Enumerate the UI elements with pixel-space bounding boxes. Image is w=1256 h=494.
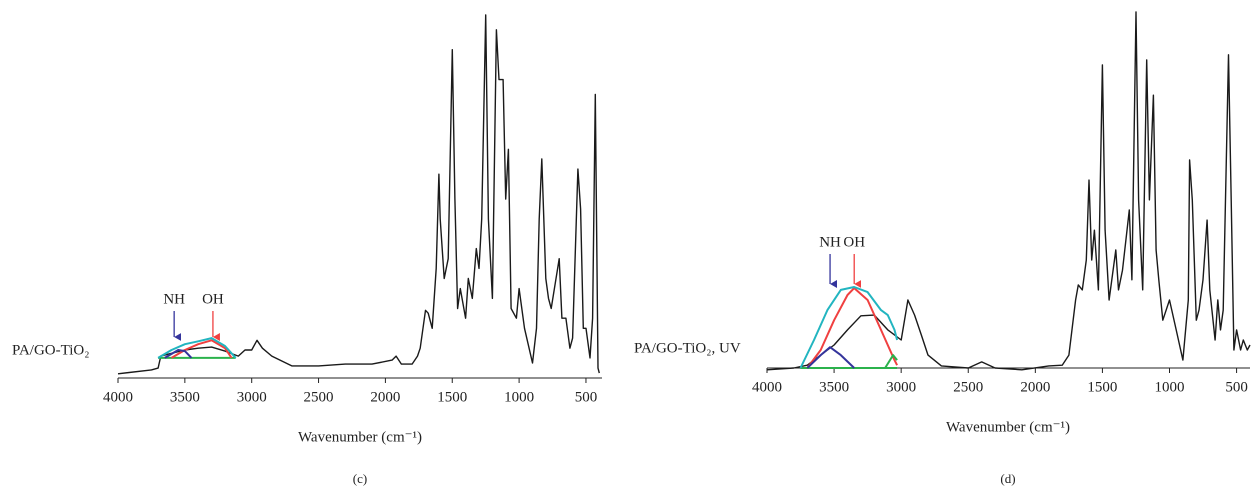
x-tick-label: 3500: [819, 379, 849, 395]
fit-curve: [164, 349, 193, 359]
panel-label: (c): [353, 471, 367, 486]
panel-label: (d): [1000, 471, 1015, 486]
x-tick-label: 4000: [103, 389, 133, 405]
x-tick-label: 2500: [304, 389, 334, 405]
fit-curve: [799, 286, 899, 369]
fit-curve: [157, 337, 237, 359]
x-axis-label: Wavenumber (cm⁻¹): [298, 429, 422, 445]
fit-curve: [884, 354, 898, 369]
panel: 4000 3500 3000 2500 2000 1500 1000 500 Wavenumbe…: [634, 11, 1251, 486]
x-tick-label: 1000: [504, 389, 534, 405]
annotation-label: OH: [843, 234, 865, 250]
x-tick-label: 3000: [886, 379, 916, 395]
annotation-label: NH: [819, 234, 841, 250]
x-tick-label: 1500: [1087, 379, 1117, 395]
x-tick-label: 500: [1225, 379, 1248, 395]
spectrum: [117, 14, 600, 375]
x-tick-label: 3500: [170, 389, 200, 405]
x-axis-label: Wavenumber (cm⁻¹): [946, 419, 1070, 435]
x-tick-label: 2000: [370, 389, 400, 405]
x-tick-label: 3000: [237, 389, 267, 405]
annotation-label: OH: [202, 291, 224, 307]
sample-label: PA/GO-TiO₂: [12, 342, 90, 358]
x-tick-label: 1500: [437, 389, 467, 405]
annotation-label: NH: [163, 291, 185, 307]
x-tick-label: 500: [575, 389, 598, 405]
fit-curve: [170, 339, 233, 359]
x-tick-label: 4000: [752, 379, 782, 395]
x-tick-label: 2500: [953, 379, 983, 395]
fit-curve: [806, 287, 898, 369]
sample-label: PA/GO-TiO₂, UV: [634, 340, 741, 356]
fit-curve: [806, 346, 855, 369]
x-tick-label: 1000: [1155, 379, 1185, 395]
spectrum: [766, 11, 1251, 371]
x-tick-label: 2000: [1020, 379, 1050, 395]
panel: 4000 3500 3000 2500 2000 1500 1000 500 Wavenumbe…: [12, 14, 602, 486]
